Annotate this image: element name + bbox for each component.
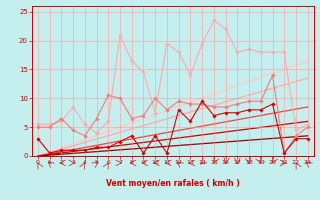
X-axis label: Vent moyen/en rafales ( km/h ): Vent moyen/en rafales ( km/h ) <box>106 179 240 188</box>
